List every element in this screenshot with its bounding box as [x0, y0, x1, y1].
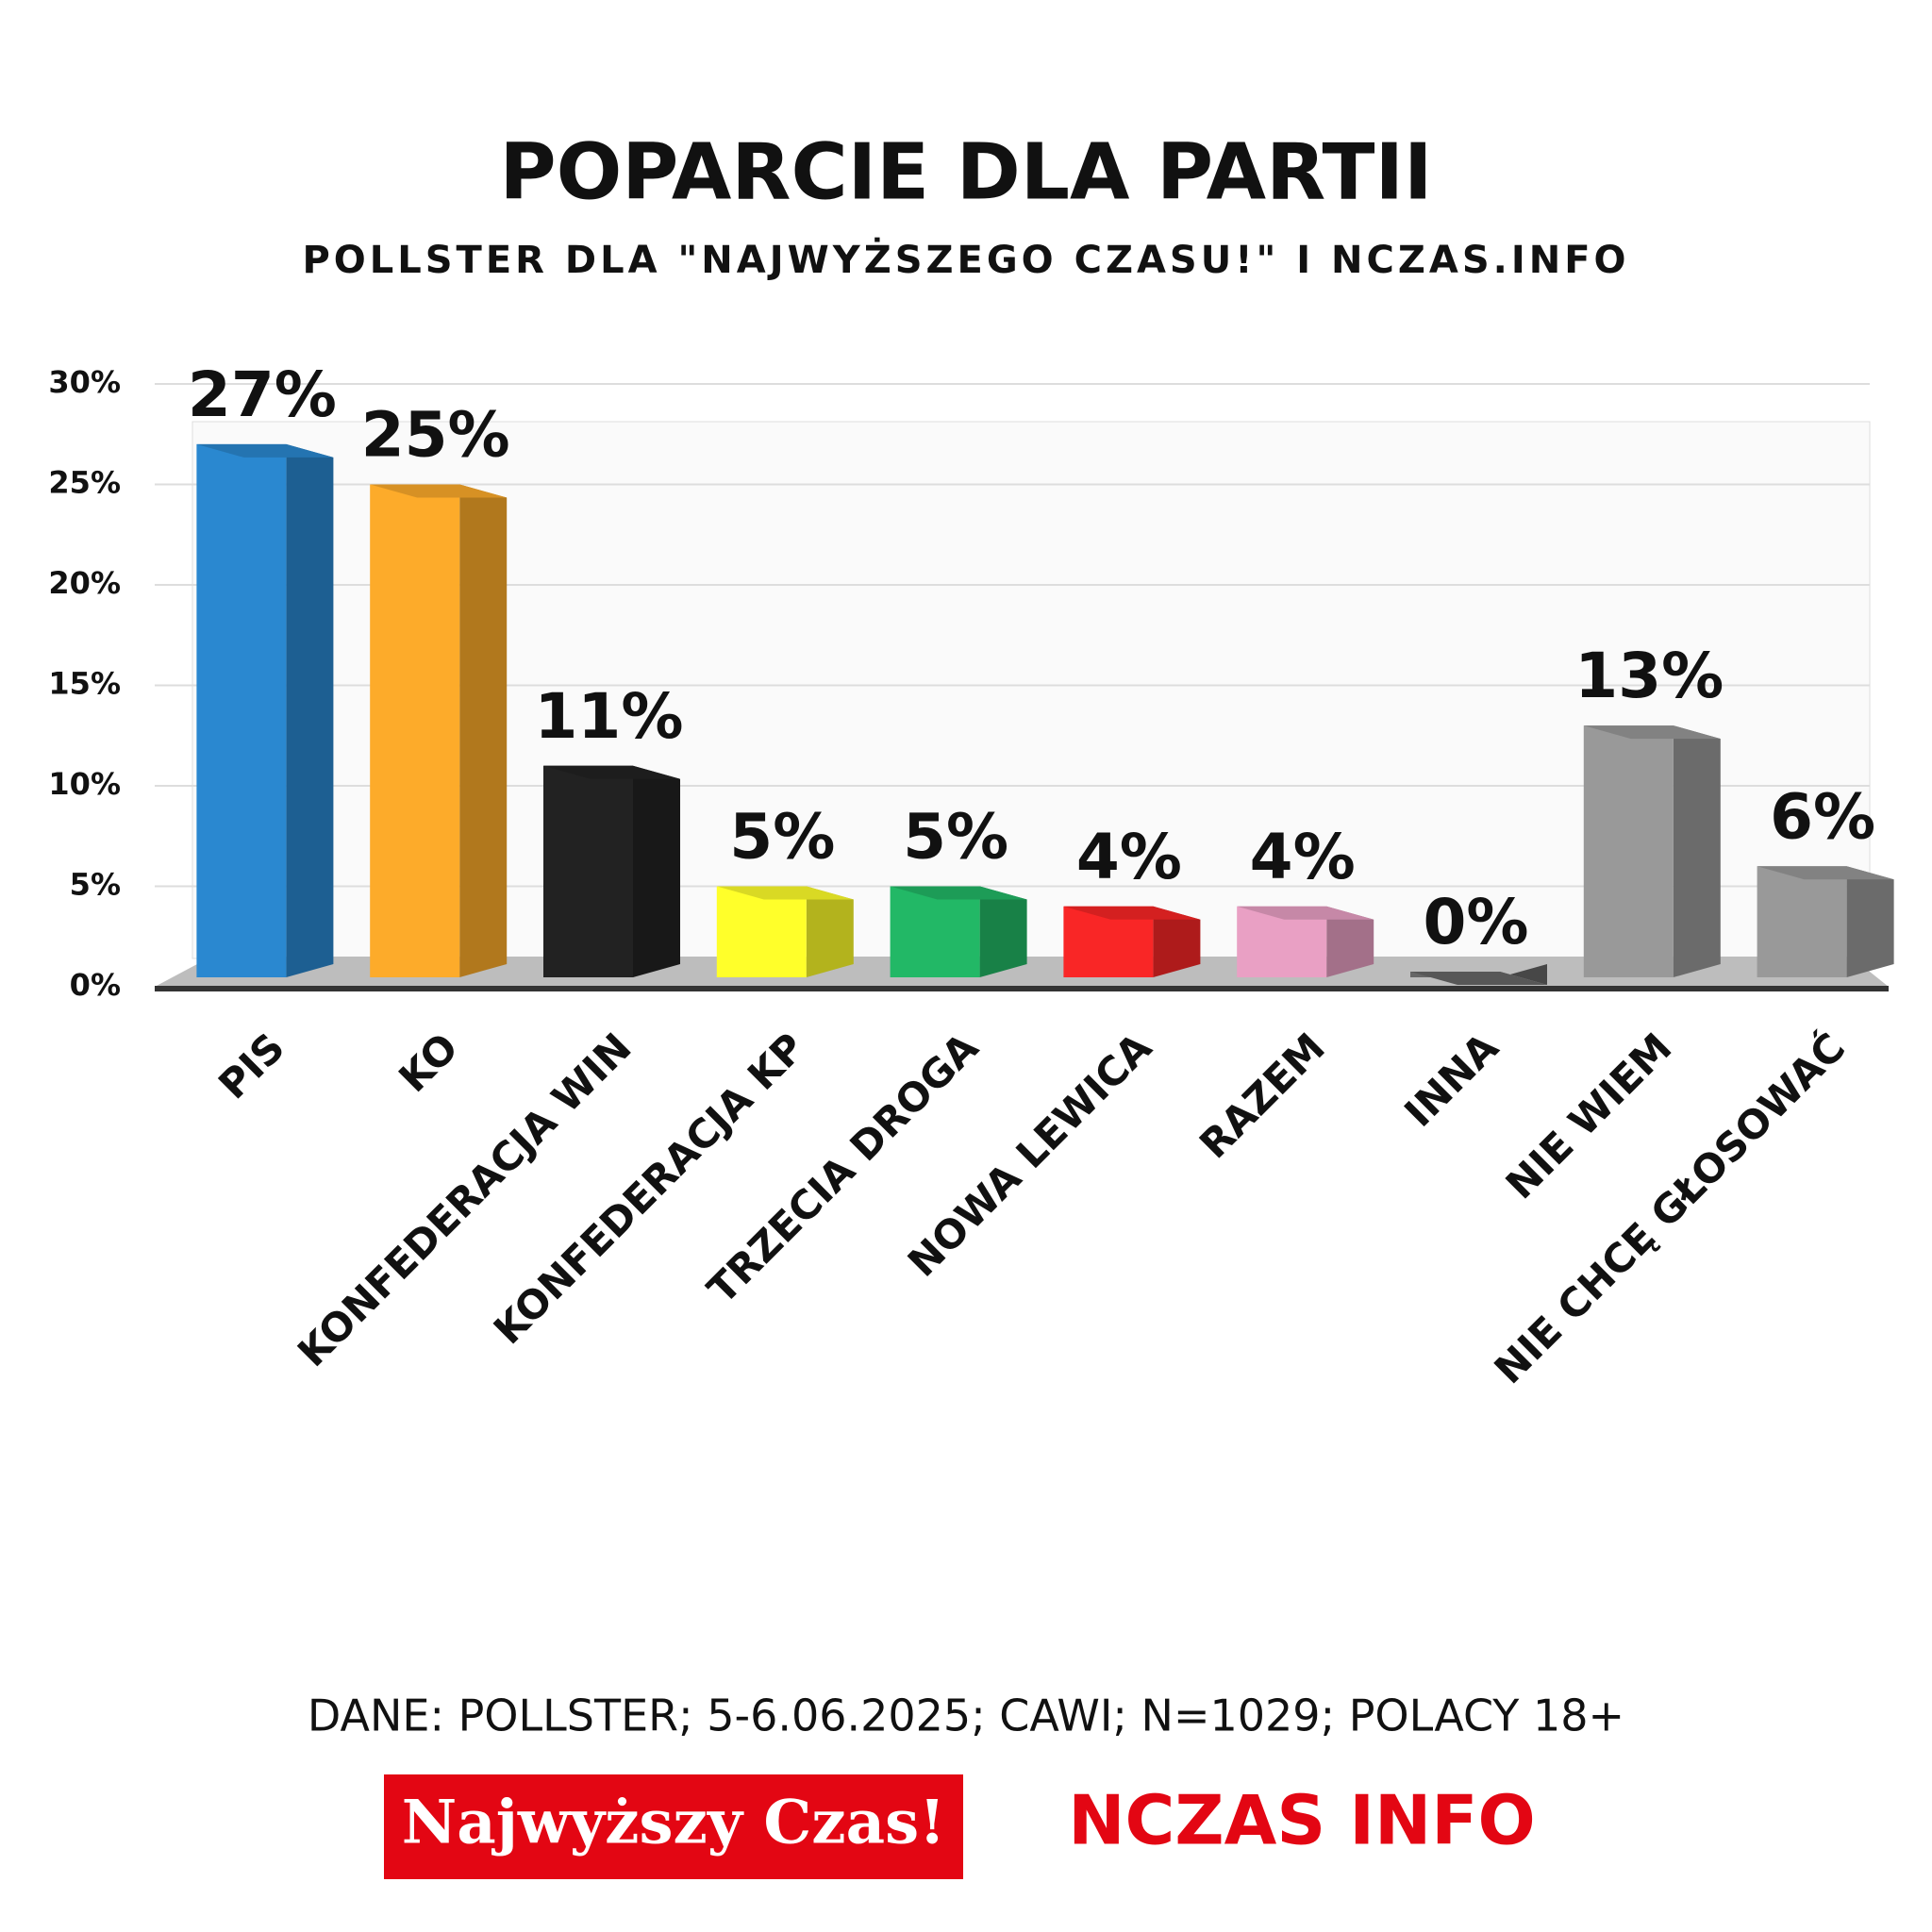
chart-subtitle: POLLSTER DLA "NAJWYŻSZEGO CZASU!" I NCZA… [302, 237, 1629, 282]
value-label: 13% [1574, 640, 1724, 712]
bar-side [1326, 906, 1374, 977]
logo: Najwyższy Czas! [402, 1788, 945, 1858]
bar-side [979, 886, 1027, 977]
logo-box [384, 1774, 963, 1879]
bar-front [890, 886, 980, 977]
bar [196, 443, 334, 977]
bar-top [543, 765, 680, 779]
bar [1063, 906, 1201, 977]
x-tick-label: RAZEM [1191, 1024, 1334, 1168]
x-tick-label: KO [390, 1024, 467, 1102]
bar-top [1063, 906, 1201, 920]
value-label: 4% [1076, 821, 1182, 893]
source-note: DANE: POLLSTER; 5-6.06.2025; CAWI; N=102… [308, 1690, 1624, 1741]
bar-side [459, 484, 508, 977]
bar [890, 886, 1027, 977]
bar-side [1153, 906, 1201, 977]
bar-front [543, 765, 633, 977]
bar-side [286, 443, 334, 977]
bar-side [1673, 725, 1721, 977]
x-tick-label: NIE WIEM [1497, 1024, 1681, 1208]
bar [1237, 906, 1374, 977]
bar-top [1410, 972, 1547, 985]
value-label: 11% [535, 680, 684, 753]
x-tick-label: KONFEDERACJA KP [485, 1024, 814, 1354]
bar-front [716, 886, 807, 977]
logo: NCZAS INFO [1068, 1781, 1535, 1860]
bar-side [806, 886, 854, 977]
y-tick-label: 15% [48, 666, 121, 702]
value-label: 5% [903, 801, 1008, 874]
x-tick-label: INNA [1395, 1024, 1507, 1136]
bar-top [1583, 725, 1721, 740]
value-label: 27% [188, 358, 337, 431]
y-tick-label: 25% [48, 465, 121, 501]
y-tick-label: 0% [70, 967, 121, 1003]
bar-top [196, 443, 334, 458]
bar [543, 765, 680, 977]
bar [1410, 964, 1547, 985]
x-tick-label: PIS [209, 1024, 293, 1108]
y-tick-label: 5% [70, 867, 121, 903]
y-tick-label: 10% [48, 766, 121, 802]
value-label: 5% [729, 801, 835, 874]
bar-side [633, 765, 680, 977]
value-label: 25% [361, 399, 510, 472]
bar [1583, 725, 1721, 977]
bar-front [196, 443, 287, 977]
bar-side [1846, 866, 1894, 977]
bar-top [1237, 906, 1374, 920]
bar [370, 484, 508, 977]
bar-top [370, 484, 508, 498]
chart-title: POPARCIE DLA PARTII [499, 127, 1432, 217]
y-tick-label: 20% [48, 565, 121, 601]
y-tick-label: 30% [48, 364, 121, 400]
x-tick-label: KONFEDERACJA WIN [289, 1024, 641, 1376]
bar [1757, 866, 1894, 977]
bar-front [370, 484, 460, 977]
bar [716, 886, 854, 977]
bar-top [1757, 866, 1894, 880]
bar-front [1757, 866, 1847, 977]
bar-front [1583, 725, 1674, 977]
bar-side [1500, 964, 1547, 985]
value-label: 0% [1423, 886, 1528, 958]
value-label: 4% [1250, 821, 1356, 893]
x-tick-label: NIE CHCĘ GŁOSOWAĆ [1485, 1024, 1854, 1392]
value-label: 6% [1770, 780, 1875, 853]
bar-top [716, 886, 854, 900]
bar-top [890, 886, 1027, 900]
